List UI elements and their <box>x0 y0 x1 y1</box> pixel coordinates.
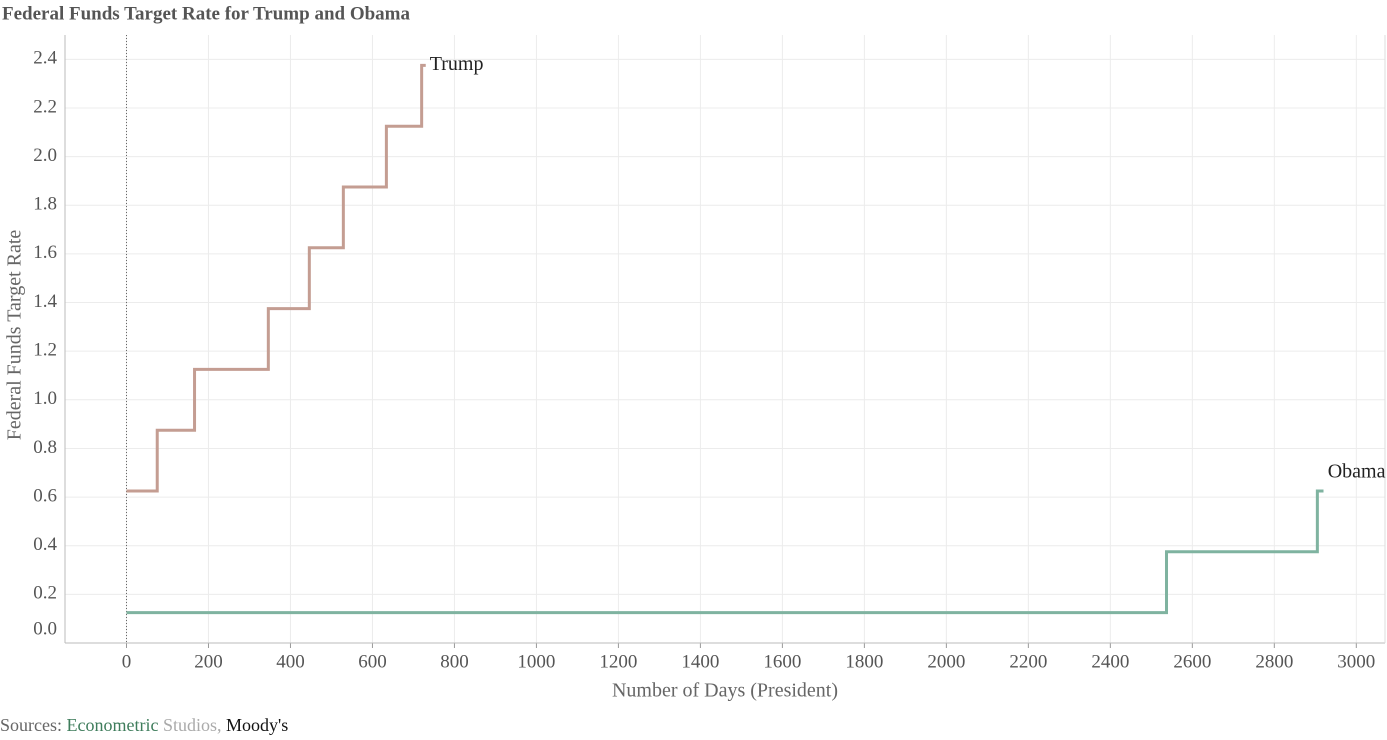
series-label: Obama <box>1328 461 1386 483</box>
x-tick-label: 200 <box>194 651 223 672</box>
y-tick-label: 1.4 <box>33 291 57 312</box>
source-part: Sources: <box>0 715 62 735</box>
series-line <box>126 489 1324 615</box>
y-tick-label: 1.6 <box>33 242 57 263</box>
x-tick-label: 2400 <box>1091 651 1129 672</box>
y-tick-label: 1.2 <box>33 340 57 361</box>
y-tick-label: 1.8 <box>33 194 57 215</box>
x-tick-label: 3000 <box>1337 651 1375 672</box>
x-tick-label: 1800 <box>845 651 883 672</box>
y-tick-label: 2.2 <box>33 96 57 117</box>
y-tick-label: 1.0 <box>33 388 57 409</box>
x-tick-label: 0 <box>122 651 132 672</box>
source-part: Studios, <box>163 715 222 735</box>
x-tick-label: 400 <box>276 651 305 672</box>
y-tick-label: 0.6 <box>33 485 57 506</box>
series-label: Trump <box>430 53 484 75</box>
y-axis-title: Federal Funds Target Rate <box>4 230 26 441</box>
x-tick-label: 2800 <box>1255 651 1293 672</box>
y-tick-label: 2.0 <box>33 145 57 166</box>
x-tick-label: 1200 <box>599 651 637 672</box>
chart-title: Federal Funds Target Rate for Trump and … <box>2 3 410 24</box>
x-tick-label: 2000 <box>927 651 965 672</box>
x-tick-label: 2600 <box>1173 651 1211 672</box>
y-tick-label: 0.8 <box>33 437 57 458</box>
source-note: Sources: Econometric Studios, Moody's <box>0 715 288 735</box>
x-axis-title: Number of Days (President) <box>612 680 838 702</box>
x-tick-label: 1600 <box>763 651 801 672</box>
source-part: Moody's <box>226 715 288 735</box>
y-tick-label: 0.4 <box>33 534 57 555</box>
x-tick-label: 2200 <box>1009 651 1047 672</box>
source-part: Econometric <box>67 715 159 735</box>
x-tick-label: 1400 <box>681 651 719 672</box>
x-tick-label: 1000 <box>517 651 555 672</box>
y-tick-label: 2.4 <box>33 48 57 69</box>
y-tick-label: 0.0 <box>33 618 57 639</box>
x-tick-label: 600 <box>358 651 387 672</box>
x-tick-label: 800 <box>440 651 469 672</box>
y-tick-label: 0.2 <box>33 583 57 604</box>
series-line <box>126 63 426 493</box>
